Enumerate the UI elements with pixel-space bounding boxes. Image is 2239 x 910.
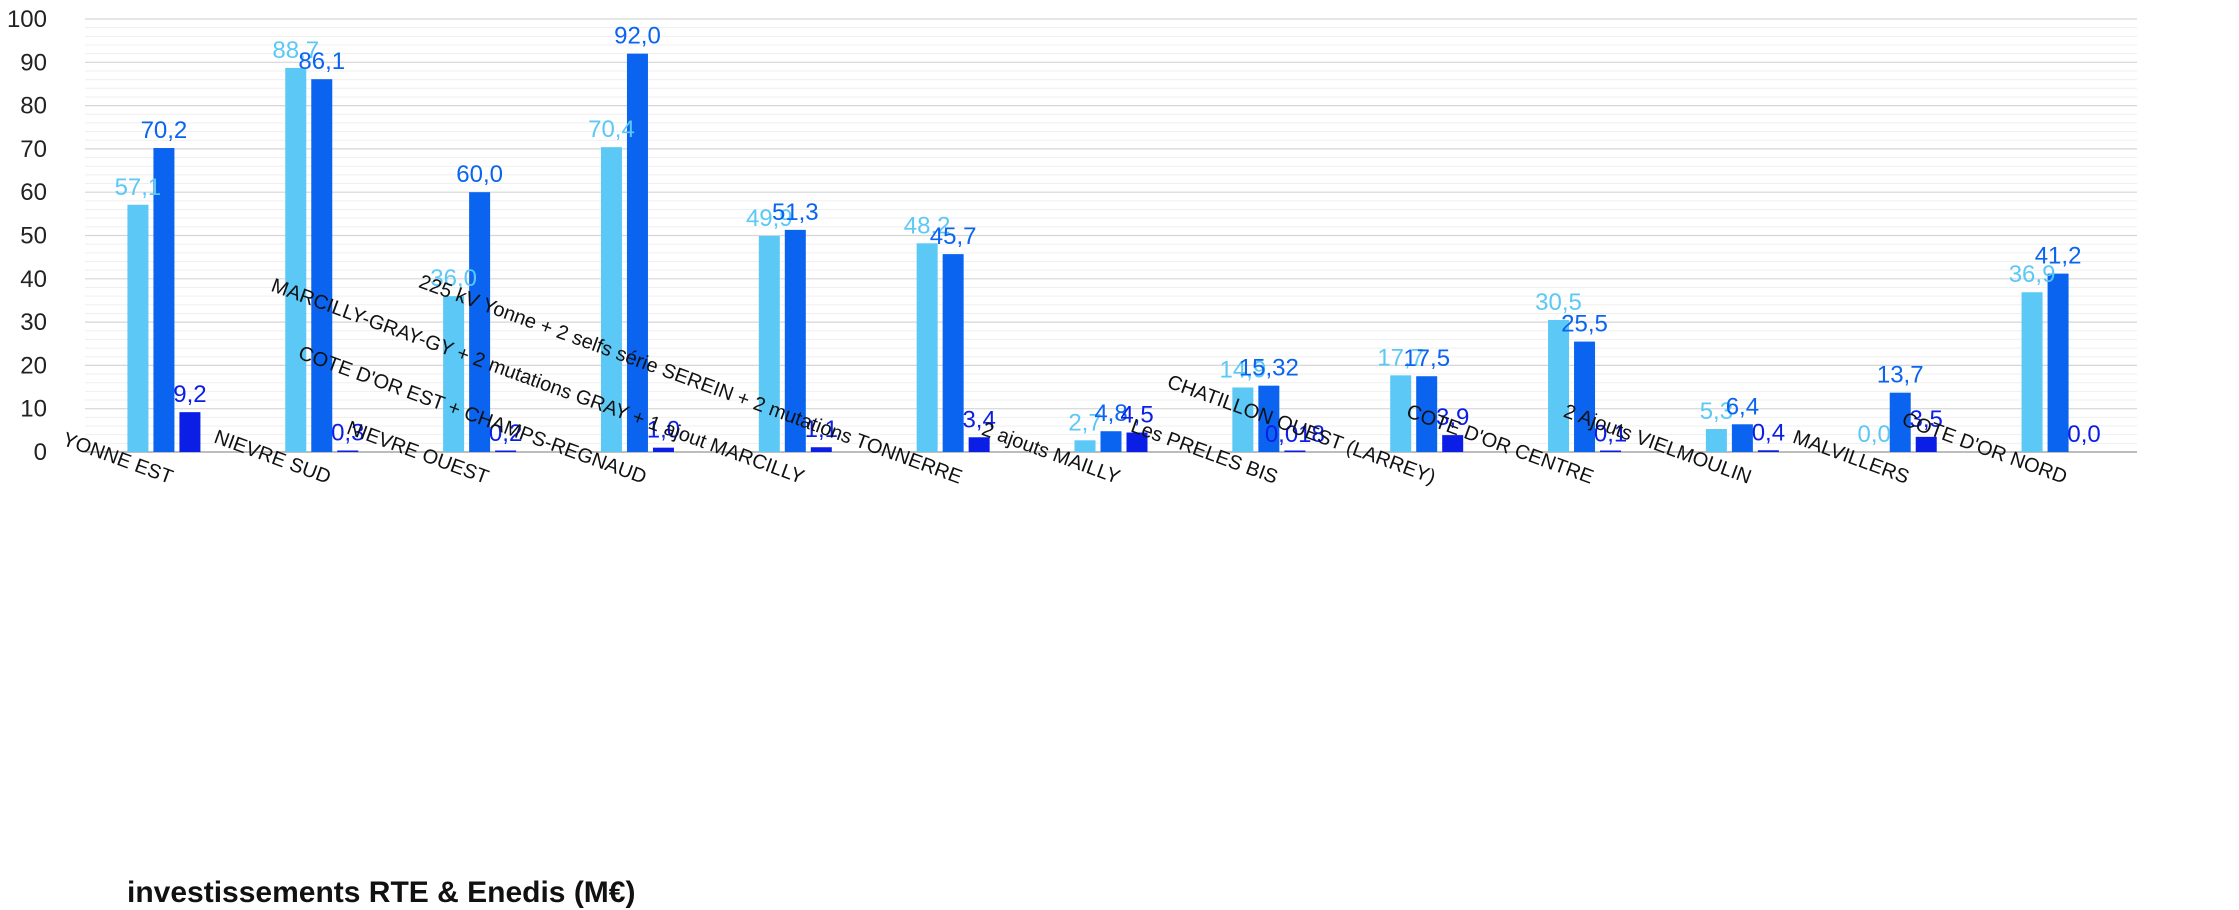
bar — [1126, 432, 1148, 452]
data-label: 9,2 — [173, 381, 206, 408]
data-label: 4,5 — [1120, 402, 1153, 429]
bar — [810, 447, 832, 452]
data-label: 57,1 — [115, 174, 162, 201]
bar — [1915, 436, 1937, 452]
bar — [1284, 450, 1306, 452]
bar — [942, 254, 964, 452]
data-label: 0,018 — [1265, 421, 1325, 448]
y-tick-label: 10 — [20, 396, 47, 423]
bar — [968, 437, 990, 452]
data-label: 2,7 — [1068, 409, 1101, 436]
y-tick-label: 0 — [34, 439, 47, 466]
data-label: 4,8 — [1094, 400, 1127, 427]
data-label: 25,5 — [1561, 311, 1608, 338]
data-label: 41,2 — [2035, 243, 2082, 270]
bar — [626, 53, 648, 452]
bar — [1100, 431, 1122, 452]
data-label: 0,0 — [2067, 421, 2100, 448]
data-label: 3,9 — [1436, 404, 1469, 431]
bar — [1757, 450, 1779, 452]
y-tick-label: 100 — [7, 6, 47, 33]
data-label: 48,2 — [904, 212, 951, 239]
y-tick-label: 20 — [20, 352, 47, 379]
data-label: 0,1 — [1594, 421, 1627, 448]
data-label: 36,0 — [430, 265, 477, 292]
data-label: 86,1 — [298, 48, 345, 75]
data-label: 36,9 — [2009, 261, 2056, 288]
data-label: 3,5 — [1910, 406, 1943, 433]
bar — [443, 296, 465, 452]
bar — [1232, 387, 1254, 452]
bar — [127, 204, 149, 452]
bar — [2021, 292, 2043, 452]
bar — [1074, 440, 1096, 452]
category-label: 225 kV Yonne + 2 selfs série SEREIN + 2 … — [416, 271, 965, 489]
y-axis: 0 10 20 30 40 50 60 70 80 90 100 — [7, 6, 47, 466]
bar — [784, 229, 806, 452]
data-label: 17,5 — [1403, 345, 1450, 372]
bar — [311, 79, 333, 452]
data-label: 51,3 — [772, 199, 819, 226]
data-label: 0,3 — [331, 420, 364, 447]
bar — [600, 147, 622, 452]
bar — [285, 67, 307, 452]
y-tick-label: 90 — [20, 49, 47, 76]
data-label: 17,7 — [1377, 344, 1424, 371]
data-label: 60,0 — [456, 161, 503, 188]
bar — [1889, 392, 1911, 452]
data-label: 70,2 — [141, 117, 188, 144]
bar — [1548, 319, 1570, 452]
y-tick-label: 60 — [20, 179, 47, 206]
data-label: 45,7 — [930, 223, 977, 250]
chart-title: investissements RTE & Enedis (M€) — [127, 876, 636, 909]
data-label: 0,2 — [489, 420, 522, 447]
data-label: 1,1 — [805, 416, 838, 443]
bar — [337, 450, 359, 452]
bar — [1731, 424, 1753, 452]
bar — [179, 412, 201, 452]
bar — [1442, 435, 1464, 452]
data-label: 88,7 — [272, 37, 319, 64]
data-label: 13,7 — [1877, 362, 1924, 389]
bar — [1600, 450, 1622, 452]
bar — [1390, 375, 1412, 452]
y-tick-label: 30 — [20, 309, 47, 336]
y-tick-label: 50 — [20, 223, 47, 250]
bar — [1258, 385, 1280, 452]
data-labels-layer: 57,1 70,2 9,2 88,786,1 0,3 36,0 60,0 0,2 70,4 92,… — [115, 23, 2101, 448]
bar — [758, 235, 780, 452]
bar — [153, 148, 175, 452]
data-label: 92,0 — [614, 23, 661, 50]
data-label: 1,0 — [647, 417, 680, 444]
data-label: 14,9 — [1219, 356, 1266, 383]
bar — [1705, 429, 1727, 452]
y-tick-label: 70 — [20, 136, 47, 163]
bar — [916, 243, 938, 452]
data-label: 0,4 — [1752, 419, 1785, 446]
bar — [652, 447, 674, 452]
data-label: 3,4 — [962, 406, 995, 433]
y-tick-label: 80 — [20, 93, 47, 120]
bar — [469, 192, 491, 452]
bar — [1574, 341, 1596, 452]
data-label: 0,0 — [1858, 421, 1891, 448]
bars-layer — [127, 53, 2069, 452]
grid-layer — [85, 18, 2137, 453]
data-label: 30,5 — [1535, 289, 1582, 316]
data-label: 70,4 — [588, 116, 635, 143]
data-label: 6,4 — [1726, 393, 1759, 420]
data-label: 5,3 — [1700, 398, 1733, 425]
y-tick-label: 40 — [20, 266, 47, 293]
data-label: 49,9 — [746, 205, 793, 232]
bar — [495, 450, 517, 452]
bar — [2047, 273, 2069, 452]
data-label: 15,32 — [1239, 355, 1299, 382]
bar — [1416, 376, 1438, 452]
